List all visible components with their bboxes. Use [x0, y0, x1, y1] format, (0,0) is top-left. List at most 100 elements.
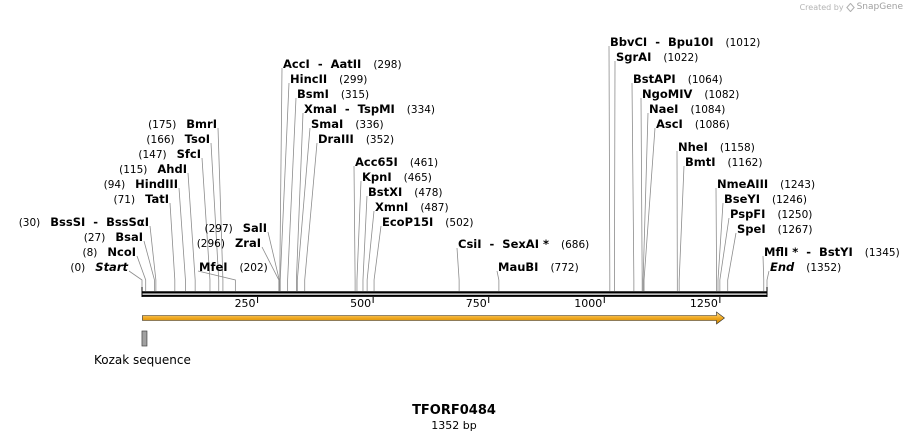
site-name: SpeI: [737, 222, 766, 236]
site-label[interactable]: XmnI (487): [375, 200, 449, 214]
site-label[interactable]: XmaI - TspMI (334): [304, 102, 435, 116]
site-label[interactable]: SpeI (1267): [737, 222, 813, 236]
orf-arrow[interactable]: [142, 311, 725, 325]
site-label[interactable]: CsiI - SexAI * (686): [458, 237, 589, 251]
site-position: (115): [119, 164, 147, 176]
site-name: XmaI - TspMI: [304, 102, 395, 116]
site-label[interactable]: NmeAIII (1243): [717, 177, 815, 191]
site-label[interactable]: (115) AhdI: [119, 162, 187, 176]
site-label[interactable]: DraIII (352): [318, 132, 394, 146]
site-label[interactable]: NgoMIV (1082): [642, 87, 739, 101]
site-label[interactable]: NaeI (1084): [649, 102, 725, 116]
site-name: MfeI: [199, 260, 228, 274]
site-leader: [178, 187, 186, 291]
site-name: HindIII: [135, 177, 178, 191]
site-position: (1352): [806, 262, 841, 274]
site-leader: [496, 270, 500, 291]
site-name: BmtI: [685, 155, 716, 169]
snapgene-logo-icon: [845, 2, 855, 12]
site-position: (0): [70, 262, 85, 274]
site-label[interactable]: BstAPI (1064): [633, 72, 723, 86]
site-label[interactable]: (27) BsaI: [84, 230, 143, 244]
site-label[interactable]: (30) BssSI - BssSαI: [19, 215, 149, 229]
site-position: (30): [19, 217, 41, 229]
site-label[interactable]: BbvCI - Bpu10I (1012): [610, 35, 760, 49]
site-label[interactable]: KpnI (465): [362, 170, 432, 184]
site-position: (1246): [772, 194, 807, 206]
site-leader: [279, 82, 290, 291]
site-label[interactable]: (8) NcoI: [83, 245, 137, 259]
site-label[interactable]: EcoP15I (502): [382, 215, 474, 229]
ruler-tick-label: 750: [466, 297, 487, 310]
site-position: (1084): [690, 104, 725, 116]
site-name: AscI: [656, 117, 683, 131]
site-leader: [187, 172, 196, 291]
site-leader: [267, 231, 280, 291]
site-label[interactable]: BstXI (478): [368, 185, 443, 199]
site-label[interactable]: (175) BmrI: [148, 117, 217, 131]
site-name: MflI * - BstYI: [764, 245, 853, 259]
site-label[interactable]: (166) TsoI: [146, 132, 210, 146]
site-label[interactable]: AccI - AatII (298): [283, 57, 402, 71]
site-label[interactable]: MfeI (202): [199, 260, 268, 274]
site-label[interactable]: (296) ZraI: [197, 236, 261, 250]
site-name: BbvCI - Bpu10I: [610, 35, 713, 49]
site-name: End: [770, 260, 795, 274]
site-label[interactable]: End (1352): [770, 260, 841, 274]
site-leader: [727, 232, 737, 291]
site-leader: [169, 202, 176, 291]
site-label[interactable]: BseYI (1246): [724, 192, 807, 206]
site-label[interactable]: (94) HindIII: [104, 177, 178, 191]
site-leader: [287, 97, 297, 291]
site-label[interactable]: PspFI (1250): [730, 207, 812, 221]
site-position: (147): [138, 149, 166, 161]
site-label[interactable]: (71) TatI: [114, 192, 169, 206]
site-position: (1082): [704, 89, 739, 101]
site-name: Start: [95, 260, 128, 274]
site-name: TatI: [145, 192, 169, 206]
site-name: EcoP15I: [382, 215, 433, 229]
dna-backbone: [141, 287, 768, 297]
site-name: SfcI: [177, 147, 201, 161]
site-position: (296): [197, 238, 225, 250]
ruler-tick-label: 1250: [690, 297, 718, 310]
site-name: CsiI - SexAI *: [458, 237, 549, 251]
site-position: (202): [240, 262, 268, 274]
site-label[interactable]: MauBI (772): [498, 260, 579, 274]
site-position: (299): [339, 74, 367, 86]
site-position: (352): [366, 134, 394, 146]
site-label[interactable]: Acc65I (461): [355, 155, 438, 169]
site-name: SmaI: [311, 117, 343, 131]
site-label[interactable]: MflI * - BstYI (1345): [764, 245, 900, 259]
ruler-tick-label: 500: [350, 297, 371, 310]
site-label[interactable]: (297) SalI: [205, 221, 268, 235]
site-label[interactable]: (0) Start: [70, 260, 128, 274]
ruler-tick-label: 250: [235, 297, 256, 310]
site-label[interactable]: SmaI (336): [311, 117, 384, 131]
site-label[interactable]: HincII (299): [290, 72, 367, 86]
site-leader: [373, 225, 382, 291]
site-position: (166): [146, 134, 174, 146]
site-leader: [279, 67, 283, 291]
site-label[interactable]: SgrAI (1022): [616, 50, 698, 64]
site-leader: [296, 112, 304, 291]
site-name: MauBI: [498, 260, 538, 274]
site-leader: [608, 45, 611, 291]
site-leader: [197, 270, 236, 291]
site-label[interactable]: AscI (1086): [656, 117, 730, 131]
site-position: (27): [84, 232, 106, 244]
site-position: (1267): [778, 224, 813, 236]
site-label[interactable]: BmtI (1162): [685, 155, 762, 169]
site-leader: [217, 127, 224, 291]
site-name: BstXI: [368, 185, 402, 199]
site-label[interactable]: (147) SfcI: [138, 147, 201, 161]
credit-prefix: Created by: [799, 2, 844, 12]
site-label[interactable]: BsmI (315): [297, 87, 369, 101]
kozak-sequence-box[interactable]: [141, 330, 148, 347]
site-leader: [136, 255, 147, 291]
site-label[interactable]: NheI (1158): [678, 140, 755, 154]
site-name: BssSI - BssSαI: [50, 215, 149, 229]
site-name: SgrAI: [616, 50, 651, 64]
site-position: (1022): [663, 52, 698, 64]
ruler-tick-label: 1000: [574, 297, 602, 310]
